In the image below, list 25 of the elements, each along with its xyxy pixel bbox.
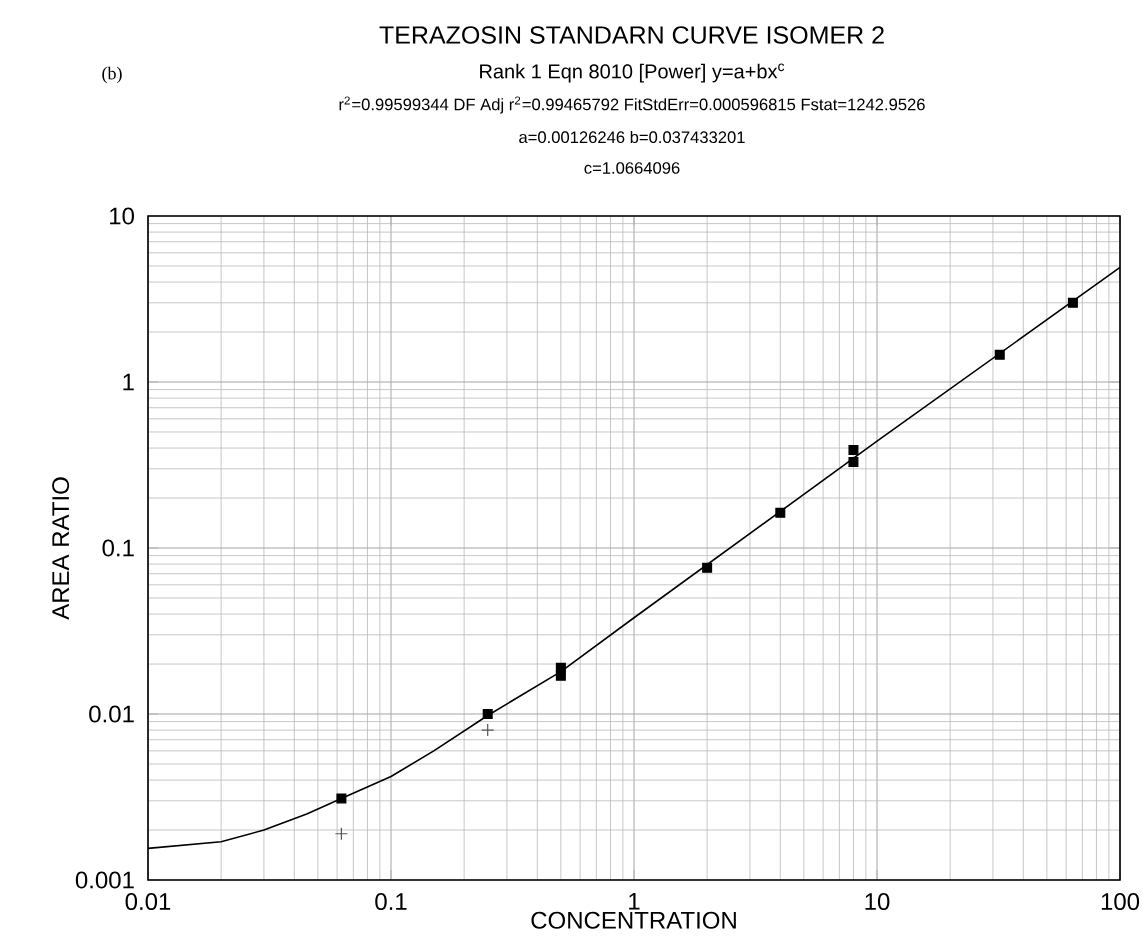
point [775, 507, 786, 518]
point [481, 723, 495, 737]
point [848, 444, 859, 455]
y-tick-label: 0.001 [75, 871, 134, 889]
x-tick-label: 100 [1101, 893, 1140, 911]
x-tick-label: 10 [865, 893, 890, 911]
chart-subtitle: Rank 1 Eqn 8010 [Power] y=a+bx$^{c}$ [480, 63, 785, 83]
x-axis-title: CONCENTRATION [531, 911, 736, 929]
y-tick-label: 0.1 [102, 539, 134, 557]
x-tick-label: 0.01 [125, 893, 171, 911]
point [994, 349, 1005, 360]
text: r$^{2}$=0.99599344 DF Adj r$^{2}$=0.99465792 FitStdErr=0.000596815 Fstat=1242.9526 [339, 96, 925, 114]
x-tick-label: 0.1 [375, 893, 407, 911]
text: c=1.0664096 [584, 162, 680, 174]
point [702, 562, 713, 573]
y-tick-label: 0.01 [89, 705, 134, 723]
y-tick-label: 10 [110, 207, 134, 225]
y-axis-title: AREA RATIO [52, 477, 70, 620]
point [1067, 297, 1078, 308]
chart-title: TERAZOSIN STANDARN CURVE ISOMER 2 [379, 26, 884, 44]
text: a=0.00126246 b=0.037433201 [519, 130, 745, 144]
y-tick-label: 1 [123, 373, 134, 391]
text: (b) [102, 66, 122, 84]
point [482, 709, 493, 720]
x-tick-label: 1 [629, 893, 640, 910]
